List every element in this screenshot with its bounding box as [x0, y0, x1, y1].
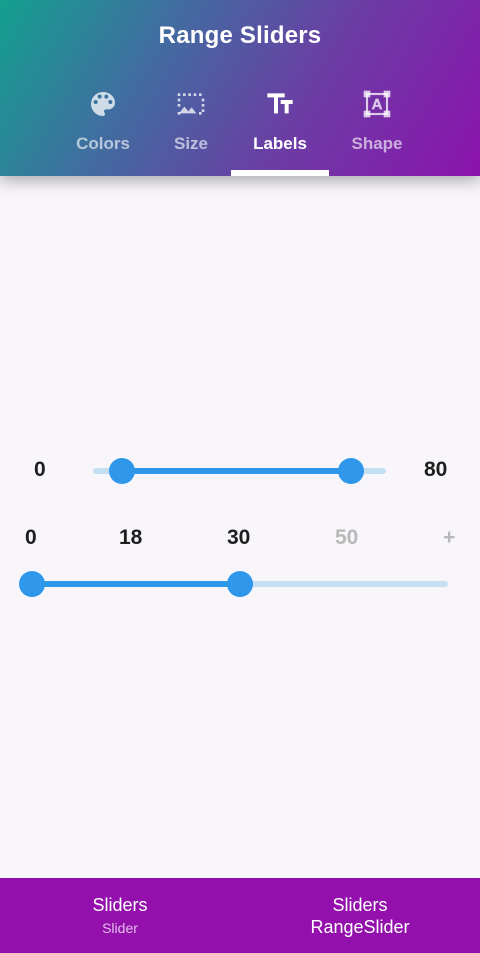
tab-shape-label: Shape	[351, 134, 403, 153]
nav-sliders-rangeslider-title: Sliders	[332, 895, 388, 915]
tab-size-label: Size	[173, 134, 209, 153]
active-tab-indicator	[231, 170, 329, 176]
photo-size-select-icon	[177, 93, 205, 115]
bottom-navigation: Sliders Slider Sliders RangeSlider	[0, 878, 480, 953]
tab-labels[interactable]: Labels	[230, 88, 330, 176]
labeled-range-slider-active-track	[32, 581, 240, 587]
range-slider-start-thumb[interactable]	[109, 458, 136, 484]
nav-sliders-rangeslider[interactable]: Sliders RangeSlider	[240, 878, 480, 953]
page-title: Range Sliders	[158, 22, 322, 49]
range-slider-max-label: 80	[424, 458, 448, 481]
nav-sliders-slider[interactable]: Sliders Slider	[0, 878, 240, 953]
tab-labels-label: Labels	[253, 134, 307, 153]
tab-size[interactable]: Size	[141, 88, 241, 176]
nav-sliders-slider-title: Sliders	[92, 895, 148, 915]
tick-label-50: 50	[335, 526, 359, 549]
labeled-range-slider-end-thumb[interactable]	[227, 571, 253, 597]
tick-label-30: 30	[227, 526, 251, 549]
range-slider-end-thumb[interactable]	[337, 458, 364, 484]
tick-label-0: 0	[25, 526, 37, 549]
nav-sliders-rangeslider-subtitle: RangeSlider	[310, 917, 410, 937]
nav-sliders-slider-subtitle: Slider	[102, 920, 138, 936]
tick-label-18: 18	[119, 526, 143, 549]
tab-colors[interactable]: Colors	[53, 88, 153, 176]
palette-icon	[91, 92, 115, 116]
tab-colors-label: Colors	[76, 134, 130, 153]
app-header: Range Sliders Colors Size	[0, 0, 480, 176]
text-fields-icon	[267, 93, 293, 114]
shape-text-icon	[363, 90, 391, 118]
range-slider-min-label: 0	[34, 458, 46, 481]
labeled-range-slider-start-thumb[interactable]	[19, 571, 45, 597]
range-slider-active-track	[122, 468, 351, 474]
tick-label-plus: +	[443, 526, 456, 549]
tab-shape[interactable]: Shape	[327, 88, 427, 176]
